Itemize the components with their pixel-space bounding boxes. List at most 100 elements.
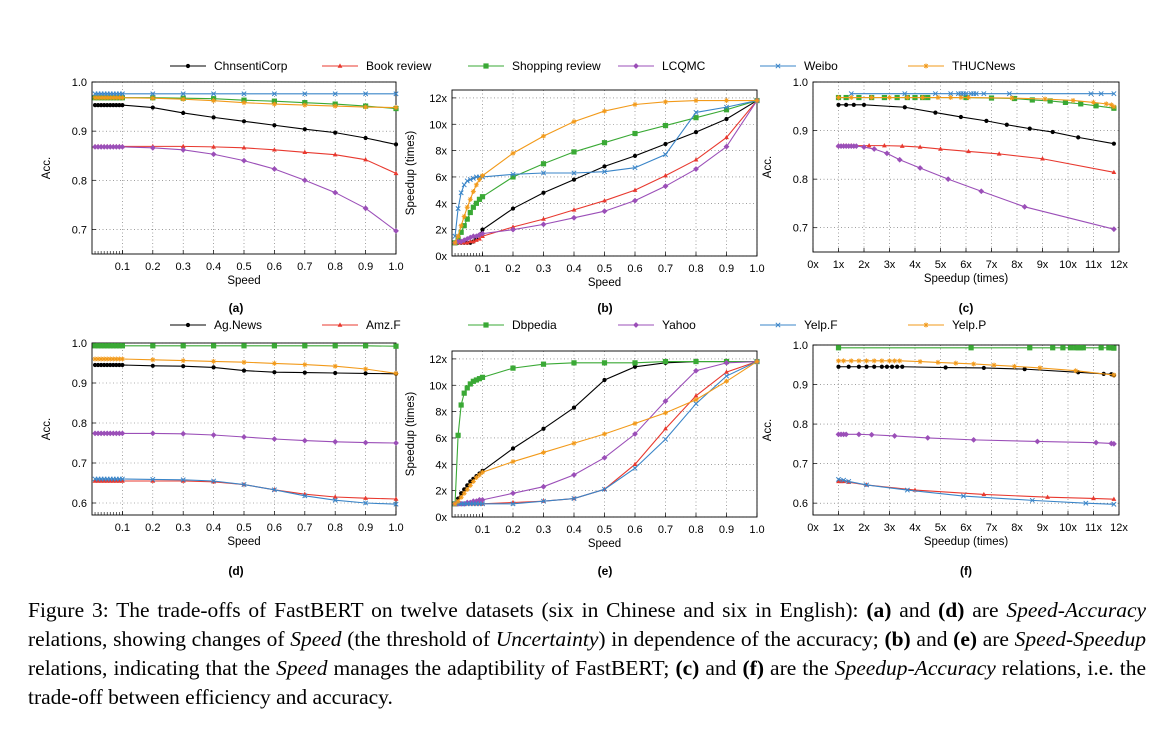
x-tick-label: 0.3 [176, 261, 191, 273]
x-axis-label: Speedup (times) [924, 536, 1009, 548]
data-point [476, 472, 482, 478]
series-yelp-p [452, 359, 760, 507]
y-tick-label: 0.9 [793, 126, 808, 138]
data-point [455, 206, 461, 212]
legend-label: ChnsentiCorp [214, 59, 288, 73]
y-tick-label: 0x [435, 251, 447, 263]
data-point [120, 362, 125, 368]
data-point [1022, 367, 1027, 372]
data-point [332, 152, 338, 157]
data-point [693, 166, 699, 172]
data-point [848, 358, 854, 364]
data-point [211, 343, 217, 349]
data-point [470, 175, 476, 181]
legend-label: Ag.News [214, 318, 262, 332]
data-point [211, 144, 216, 149]
data-point [104, 143, 111, 150]
data-point [104, 95, 110, 101]
data-point [1050, 345, 1056, 351]
data-point [571, 496, 577, 502]
data-point [970, 436, 977, 443]
y-tick-label: 1.0 [72, 77, 87, 89]
y-tick-label: 2x [435, 225, 447, 237]
data-point [150, 363, 155, 368]
x-tick-label: 0.7 [658, 263, 673, 275]
data-point [474, 237, 479, 242]
data-point [632, 420, 638, 426]
data-point [455, 498, 461, 504]
data-point [540, 498, 547, 504]
data-point [1088, 91, 1094, 97]
data-point [902, 91, 908, 97]
legend-label: Weibo [804, 59, 838, 73]
y-tick-label: 12x [429, 93, 447, 105]
data-point [601, 140, 608, 146]
x-tick-label: 0.2 [145, 522, 160, 534]
data-point [848, 95, 854, 101]
data-point [1091, 495, 1096, 501]
data-point [464, 216, 470, 222]
data-point [393, 501, 399, 507]
data-point [467, 196, 473, 202]
y-tick-label: 8x [435, 407, 447, 419]
legend-label: Yahoo [662, 318, 696, 332]
data-point [841, 477, 847, 483]
data-point [510, 365, 516, 371]
data-point [393, 91, 399, 97]
data-point [662, 398, 669, 404]
data-point [864, 364, 869, 369]
data-point [1111, 440, 1117, 447]
series-weibo [92, 91, 399, 97]
legend-item-yahoo: Yahoo [618, 318, 696, 332]
caption-ref-e: (e) [953, 627, 978, 651]
data-point [853, 143, 860, 150]
data-point [467, 177, 473, 183]
x-tick-label: 0.2 [505, 263, 520, 275]
data-point [1047, 98, 1053, 104]
data-point [470, 378, 476, 384]
data-point [723, 107, 730, 113]
data-point [114, 362, 119, 368]
x-tick-label: 5x [935, 259, 947, 271]
data-point [271, 487, 277, 493]
legend-item-lcqmc: LCQMC [618, 59, 706, 73]
caption-text: (the threshold of [341, 627, 496, 651]
series-weibo [848, 91, 1117, 97]
data-point [754, 359, 760, 365]
data-point [571, 149, 577, 155]
data-point [452, 501, 458, 507]
chart-panel-d: 0.1 0.2 0.3 0.4 0.5 0.6 0.7 0.8 0.9 1.0 0.6 0.7 0.8 0… [41, 338, 404, 578]
data-point [632, 465, 638, 471]
data-point [835, 476, 842, 482]
data-point [693, 130, 699, 135]
x-tick-label: 1x [833, 522, 845, 534]
data-point [458, 190, 464, 196]
data-point [904, 487, 910, 493]
panel-label: (f) [960, 564, 972, 578]
data-point [393, 343, 399, 349]
data-point [92, 102, 98, 108]
series-line [838, 366, 1115, 376]
data-point [119, 430, 126, 437]
data-point [95, 430, 101, 437]
data-point [1098, 345, 1104, 351]
data-point [150, 95, 156, 101]
data-point [480, 173, 485, 179]
data-point [98, 478, 104, 483]
data-point [149, 144, 156, 151]
legend-label: Amz.F [366, 318, 401, 332]
y-tick-label: 0.8 [72, 418, 87, 430]
data-point [981, 91, 987, 97]
data-point [332, 189, 339, 196]
x-tick-label: 0.8 [328, 522, 343, 534]
data-point [1108, 440, 1115, 447]
data-point [98, 430, 105, 437]
x-tick-label: 0.3 [176, 522, 191, 534]
data-point [1070, 97, 1076, 103]
caption-text: manages the adaptibility of FastBERT; [327, 656, 676, 680]
legend-item-shopping-review: Shopping review [468, 59, 601, 73]
data-point [540, 221, 547, 228]
data-point [480, 227, 485, 232]
data-point [943, 365, 948, 370]
x-tick-label: 0.2 [505, 524, 520, 536]
